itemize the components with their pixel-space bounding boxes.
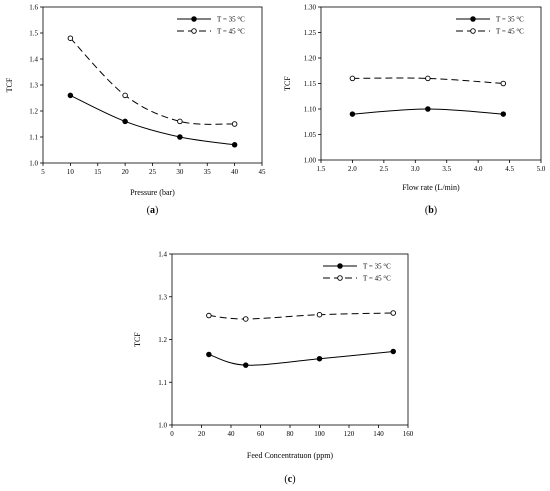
y-tick-label: 1.0 xyxy=(29,160,38,168)
y-tick-label: 1.4 xyxy=(158,251,167,259)
x-tick-label: 2.5 xyxy=(379,165,388,173)
x-tick-label: 3.5 xyxy=(442,165,451,173)
data-point-series-1 xyxy=(67,35,74,41)
series-line-0 xyxy=(208,350,394,366)
data-point-series-0 xyxy=(316,355,323,362)
data-point-series-1 xyxy=(177,118,183,125)
data-point-series-0 xyxy=(242,362,249,368)
data-point-series-0 xyxy=(425,106,431,112)
data-point-series-0 xyxy=(500,111,507,117)
x-tick-label: 10 xyxy=(67,168,75,176)
series-line-1 xyxy=(208,312,394,320)
y-tick-label: 1.3 xyxy=(158,293,167,301)
data-point-series-1 xyxy=(231,121,238,127)
x-tick-label: 5.0 xyxy=(537,165,546,173)
x-tick-label: 25 xyxy=(149,168,157,176)
legend-marker-0 xyxy=(470,16,476,22)
legend-entry-0: T = 35 °C xyxy=(217,16,245,24)
data-point-series-1 xyxy=(242,316,249,322)
x-tick-label: 40 xyxy=(228,430,236,438)
x-tick-label: 60 xyxy=(257,430,265,438)
x-tick-label: 20 xyxy=(198,430,206,438)
data-point-series-1 xyxy=(206,312,212,319)
y-tick-label: 1.1 xyxy=(158,379,167,387)
x-tick-label: 20 xyxy=(122,168,130,176)
y-tick-label: 1.1 xyxy=(29,134,38,142)
x-tick-label: 4.0 xyxy=(474,165,483,173)
data-point-series-1 xyxy=(500,80,507,87)
x-tick-label: 1.5 xyxy=(317,165,326,173)
legend-marker-0 xyxy=(191,16,197,22)
data-point-series-1 xyxy=(425,75,431,82)
y-tick-label: 1.15 xyxy=(304,80,317,88)
legend-entry-0: T = 35 °C xyxy=(496,16,524,24)
x-tick-label: 80 xyxy=(287,430,295,438)
y-tick-label: 1.05 xyxy=(304,131,317,139)
x-tick-label: 30 xyxy=(176,168,184,176)
y-axis-label: TCF xyxy=(283,76,292,91)
x-tick-label: 0 xyxy=(170,430,174,438)
x-tick-label: 2.0 xyxy=(348,165,357,173)
legend-marker-1 xyxy=(337,275,343,281)
y-tick-label: 1.20 xyxy=(304,55,317,63)
x-tick-label: 4.5 xyxy=(505,165,514,173)
data-point-series-0 xyxy=(390,348,397,355)
panel-label: (b) xyxy=(425,205,437,216)
x-tick-label: 160 xyxy=(403,430,414,438)
y-tick-label: 1.00 xyxy=(304,157,317,165)
x-tick-label: 5 xyxy=(41,168,45,176)
data-point-series-0 xyxy=(349,111,356,117)
legend-entry-0: T = 35 °C xyxy=(363,263,391,271)
x-tick-label: 3.0 xyxy=(411,165,420,173)
panel-label: (a) xyxy=(147,205,159,216)
x-tick-label: 40 xyxy=(231,168,239,176)
chart-panel-c: 0 20 40 60 80 100 120 140 160 1.0 1.1 1.2 1.3 1.4 Feed… xyxy=(133,251,414,486)
x-axis-label: Feed Concentratuon (ppm) xyxy=(247,451,334,460)
x-tick-label: 35 xyxy=(204,168,212,176)
data-point-series-1 xyxy=(316,311,323,318)
y-tick-label: 1.0 xyxy=(158,422,167,430)
y-tick-label: 1.2 xyxy=(158,336,167,344)
x-tick-label: 45 xyxy=(259,168,267,176)
x-axis-label: Pressure (bar) xyxy=(130,188,175,197)
y-tick-label: 1.5 xyxy=(29,30,38,38)
series-line-1 xyxy=(70,37,235,125)
y-axis-label: TCF xyxy=(5,77,14,92)
y-tick-label: 1.3 xyxy=(29,82,38,90)
data-point-series-0 xyxy=(206,351,212,358)
data-point-series-1 xyxy=(349,75,356,82)
legend-marker-1 xyxy=(191,28,197,34)
y-tick-label: 1.2 xyxy=(29,108,38,116)
y-tick-label: 1.10 xyxy=(304,106,317,114)
series-line-0 xyxy=(70,94,235,146)
data-point-series-0 xyxy=(67,92,74,99)
legend-entry-1: T = 45 °C xyxy=(496,28,524,36)
y-tick-label: 1.4 xyxy=(29,56,38,64)
legend-marker-1 xyxy=(470,28,476,34)
data-point-series-0 xyxy=(231,142,238,148)
chart-panel-a: 5 10 15 20 25 30 35 40 45 1.0 1.1 1.2 1.3 1.4 1.5 1.6 Pr… xyxy=(5,4,266,217)
y-tick-label: 1.25 xyxy=(304,29,317,37)
data-point-series-0 xyxy=(122,118,128,125)
legend-entry-1: T = 45 °C xyxy=(217,28,245,36)
chart-panel-b: 1.5 2.0 2.5 3.0 3.5 4.0 4.5 5.0 1.00 1.05 1.10 1.15… xyxy=(283,4,546,217)
x-tick-label: 100 xyxy=(314,430,325,438)
data-point-series-0 xyxy=(177,134,183,140)
legend-marker-0 xyxy=(337,263,343,269)
series-line-1 xyxy=(352,77,504,84)
x-tick-label: 15 xyxy=(94,168,102,176)
y-tick-label: 1.30 xyxy=(304,4,317,12)
data-point-series-1 xyxy=(122,92,128,99)
y-tick-label: 1.6 xyxy=(29,4,38,12)
data-point-series-1 xyxy=(390,310,397,316)
x-tick-label: 140 xyxy=(373,430,384,438)
panel-label: (c) xyxy=(284,474,295,485)
legend-entry-1: T = 45 °C xyxy=(363,275,391,283)
x-tick-label: 120 xyxy=(344,430,355,438)
y-axis-label: TCF xyxy=(133,332,142,347)
x-axis-label: Flow rate (L/min) xyxy=(402,183,460,192)
